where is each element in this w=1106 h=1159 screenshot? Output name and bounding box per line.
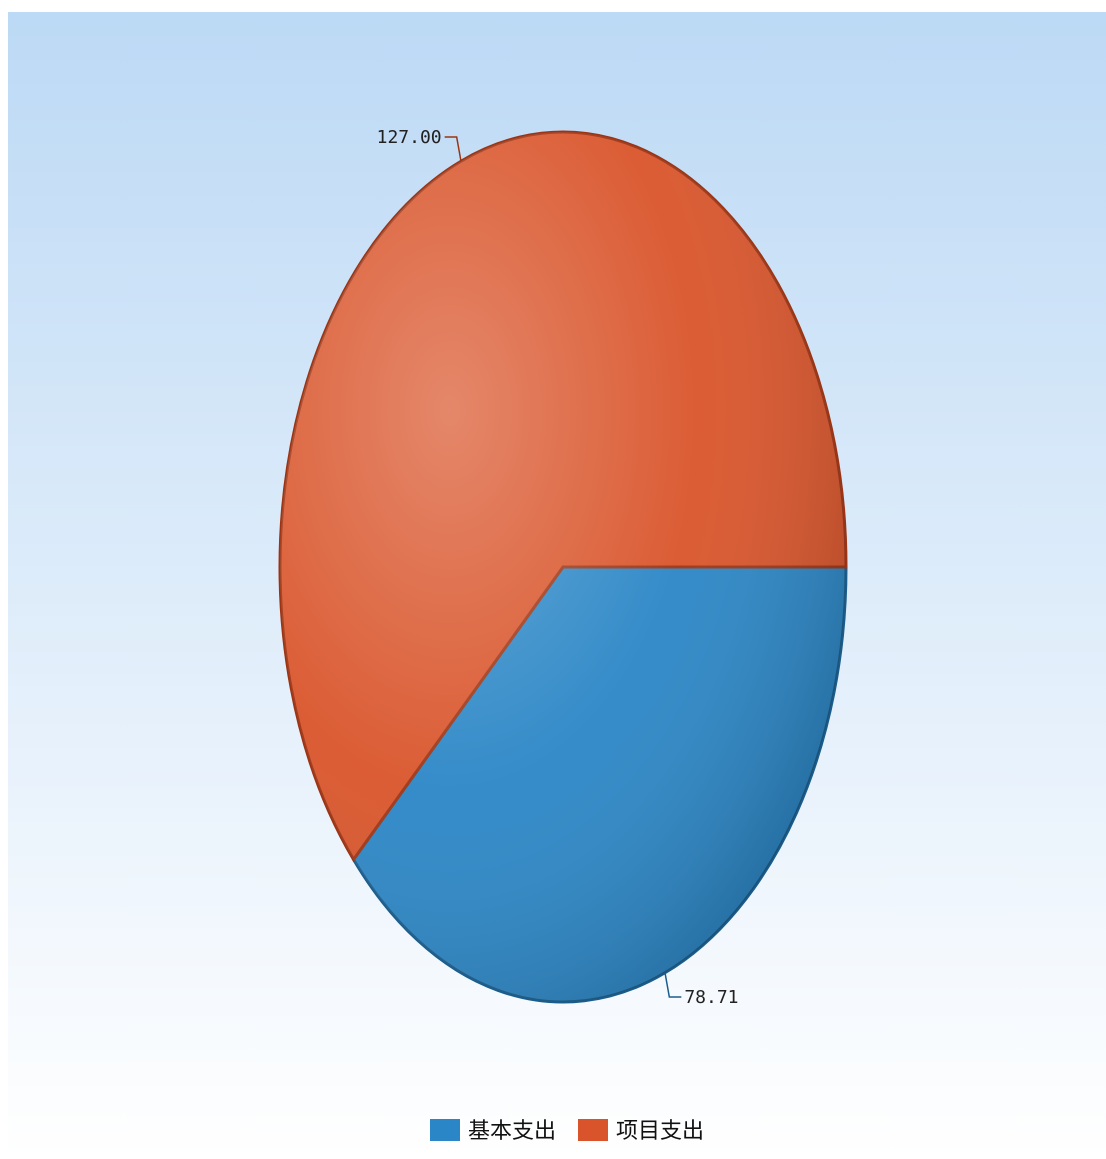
legend-label-2[interactable]: 项目支出 <box>616 1119 704 1144</box>
data-labels: 78.71 127.00 <box>377 127 739 1008</box>
chart-panel: 78.71 127.00 基本支出 项目支出 <box>8 12 1106 1159</box>
legend-label-1[interactable]: 基本支出 <box>468 1119 556 1144</box>
pie-slices <box>278 130 848 1004</box>
legend: 基本支出 项目支出 <box>430 1119 704 1144</box>
data-label-2: 127.00 <box>377 127 442 148</box>
legend-swatch-2[interactable] <box>578 1119 608 1141</box>
leader-line-2 <box>444 136 462 162</box>
data-label-1: 78.71 <box>684 987 738 1008</box>
pie-chart: 78.71 127.00 基本支出 项目支出 <box>8 12 1106 1159</box>
legend-swatch-1[interactable] <box>430 1119 460 1141</box>
leader-line-1 <box>664 972 682 998</box>
